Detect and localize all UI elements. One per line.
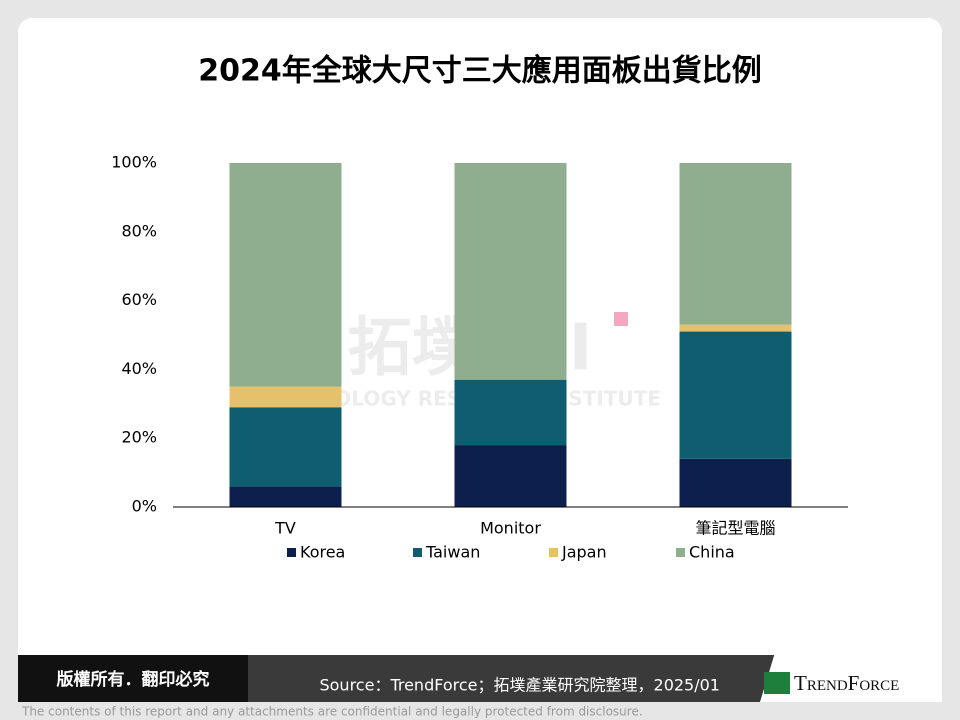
- bar-segment: [679, 331, 792, 459]
- legend-swatch: [549, 548, 558, 557]
- y-tick-label: 80%: [121, 221, 157, 240]
- chart-title: 2024年全球大尺寸三大應用面板出貨比例: [198, 54, 762, 89]
- x-tick-label: 筆記型電腦: [695, 519, 775, 538]
- legend-label: Korea: [300, 543, 345, 562]
- bar-segment: [454, 163, 567, 380]
- x-tick-label: TV: [274, 519, 296, 538]
- source: Source：TrendForce；拓墣產業研究院整理，2025/01: [319, 676, 720, 695]
- legend-label: Japan: [561, 543, 607, 562]
- legend-swatch: [413, 548, 422, 557]
- bar-segment: [679, 458, 792, 507]
- legend-swatch: [676, 548, 685, 557]
- bar-segment: [229, 486, 342, 507]
- legend-label: Taiwan: [425, 543, 480, 562]
- bar-segment: [679, 324, 792, 332]
- legend-swatch: [287, 548, 296, 557]
- y-tick-label: 0%: [132, 497, 157, 516]
- legend-label: China: [689, 543, 735, 562]
- x-tick-label: Monitor: [480, 519, 541, 538]
- copyright: 版權所有．翻印必究: [57, 669, 210, 690]
- footer-logo: TrendForce: [794, 671, 899, 695]
- y-tick-label: 40%: [121, 359, 157, 378]
- watermark-square: [614, 312, 628, 326]
- plot: 0% 20% 40% 60% 80% 100% TV Monitor 筆記型電腦 Korea Tai…: [111, 153, 848, 562]
- bar-segment: [229, 163, 342, 387]
- logo-mark: [764, 672, 790, 694]
- bar-segment: [229, 407, 342, 487]
- disclaimer: The contents of this report and any atta…: [21, 705, 643, 719]
- logo-area: [760, 636, 942, 702]
- y-tick-label: 100%: [111, 153, 157, 172]
- y-tick-label: 20%: [121, 428, 157, 447]
- bar-segment: [679, 163, 792, 325]
- y-tick-label: 60%: [121, 290, 157, 309]
- copyright-box: [18, 655, 248, 702]
- bar-segment: [229, 386, 342, 408]
- bar-segment: [454, 445, 567, 507]
- bar-segment: [454, 379, 567, 446]
